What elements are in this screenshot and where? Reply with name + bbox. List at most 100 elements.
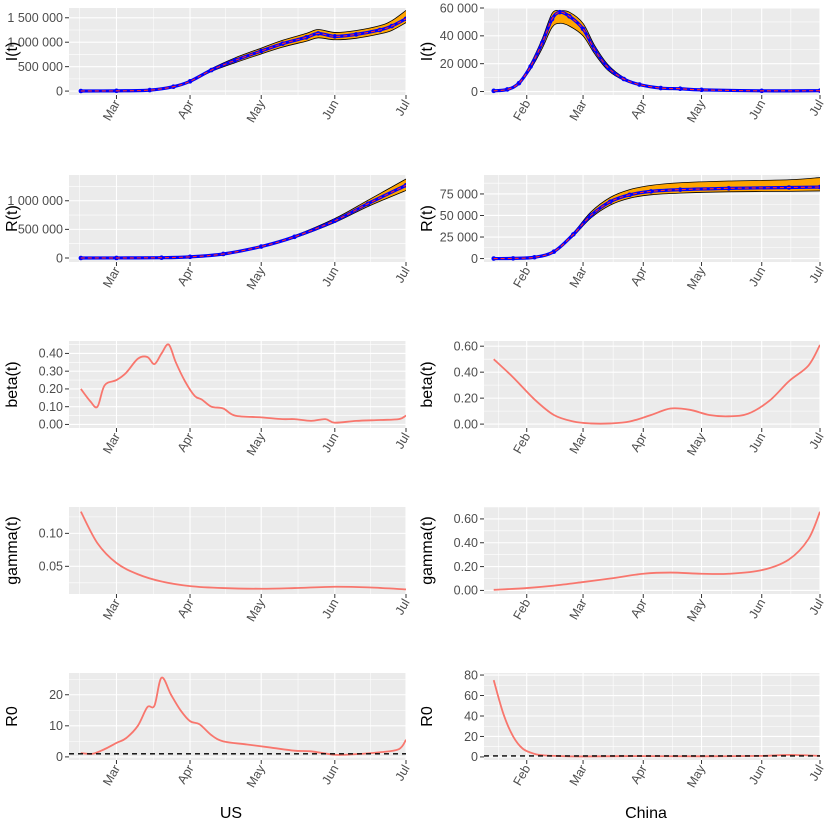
grid [69,507,406,594]
x-tick-label: Apr [175,265,197,289]
x-tick-label: Feb [510,97,533,123]
x-tick-label: Mar [567,597,590,623]
x-tick-label: Apr [628,597,650,621]
x-tick-label: Jun [746,762,768,786]
x-tick-label: Apr [175,763,197,787]
data-layer [491,9,820,94]
x-tick-label: Feb [510,596,533,622]
grid [484,507,820,594]
y-tick-label: 1 000 000 [7,194,63,208]
y-tick-label: 500 000 [18,223,63,237]
panel-cn-gamma: 0.00 0.20 0.40 0.60 Feb Mar Apr May Jun Jul gamma(… [419,507,827,624]
x-tick-label: Jun [319,97,341,121]
y-tick-label: 25 000 [440,230,478,244]
x-tick-label: May [244,97,268,125]
y-tick-label: 20 [464,730,478,744]
panel-us-I: 0 500 000 1 000 000 1 500 000 Mar Apr May Jun Ju… [4,8,413,125]
y-tick-label: 0 [56,251,63,265]
x-tick-label: Mar [100,97,123,123]
x-tick-label: Jul [806,98,826,119]
estimate-line [80,343,406,424]
x-tick-label: Apr [628,431,650,455]
data-layer [484,679,820,758]
panel-background [69,507,406,594]
x-tick-label: May [684,596,708,624]
y-tick-label: 0.40 [39,347,63,361]
x-tick-label: Mar [100,597,123,623]
y-axis-label: gamma(t) [419,516,436,584]
x-tick-label: Mar [567,98,590,124]
y-tick-label: 0 [56,750,63,764]
estimate-line [80,676,406,756]
data-layer [80,343,406,424]
data-layer [493,511,820,591]
y-tick-label: 40 000 [440,29,478,43]
y-tick-label: 0.00 [454,417,478,431]
y-tick-label: 0 [471,85,478,99]
x-tick-label: Feb [510,762,533,788]
y-tick-label: 60 [464,689,478,703]
y-tick-label: 0.10 [39,400,63,414]
x-tick-label: May [244,264,268,292]
x-axis-title-us: US [220,805,242,822]
x-tick-label: May [684,97,708,125]
x-tick-label: Apr [175,597,197,621]
y-axis-label: gamma(t) [4,516,21,584]
x-tick-label: Apr [628,265,650,289]
panel-background [484,8,820,95]
x-tick-label: Jun [319,264,341,288]
x-tick-label: Mar [567,265,590,291]
y-tick-label: 0.00 [39,418,63,432]
grid [69,673,406,760]
y-axis-label: beta(t) [419,361,436,407]
data-layer [491,177,820,261]
y-tick-label: 60 000 [440,1,478,15]
panel-background [69,8,406,95]
estimate-line [493,511,820,591]
y-tick-label: 500 000 [18,60,63,74]
y-tick-label: 20 [49,688,63,702]
x-tick-label: May [244,762,268,790]
y-tick-label: 80 [464,668,478,682]
grid [484,341,820,428]
x-tick-label: Apr [175,98,197,122]
y-tick-label: 0.40 [454,536,478,550]
y-tick-label: 0.10 [39,527,63,541]
data-layer [80,511,406,591]
panel-cn-I: 0 20 000 40 000 60 000 Feb Mar Apr May Jun Jul I(t… [419,1,827,125]
fitted-line [493,186,820,260]
x-tick-label: Feb [510,430,533,456]
x-tick-label: Jul [392,98,412,119]
panel-background [484,507,820,594]
y-tick-label: 0 [471,750,478,764]
y-axis-label: R0 [4,706,21,727]
x-tick-label: Jul [392,763,412,784]
y-axis-label: R(t) [4,205,21,232]
x-tick-label: May [684,430,708,458]
y-tick-label: 0.60 [454,512,478,526]
y-axis-label: beta(t) [4,361,21,407]
y-tick-label: 50 000 [440,209,478,223]
confidence-band [493,177,820,259]
y-tick-label: 0 [56,84,63,98]
panels: 0 500 000 1 000 000 1 500 000 Mar Apr May Jun Ju… [4,1,827,790]
data-layer [493,344,820,425]
y-axis-label: R0 [419,706,436,727]
estimate-line [492,679,820,758]
y-tick-label: 10 [49,719,63,733]
x-tick-label: Jul [806,265,826,286]
x-tick-label: Jul [392,265,412,286]
x-tick-label: Jul [806,597,826,618]
panel-cn-R0: 0 20 40 60 80 Feb Mar Apr May Jun Jul R0 [419,668,827,790]
y-tick-label: 0.20 [454,560,478,574]
x-tick-label: Mar [567,763,590,789]
panel-us-R0: 0 10 20 Mar Apr May Jun Jul R0 [4,673,413,790]
panel-background [69,175,406,262]
x-tick-label: May [244,430,268,458]
x-tick-label: Apr [628,763,650,787]
x-tick-label: Feb [510,264,533,290]
y-tick-label: 0.20 [454,391,478,405]
panel-background [69,341,406,428]
estimate-line [493,344,820,425]
